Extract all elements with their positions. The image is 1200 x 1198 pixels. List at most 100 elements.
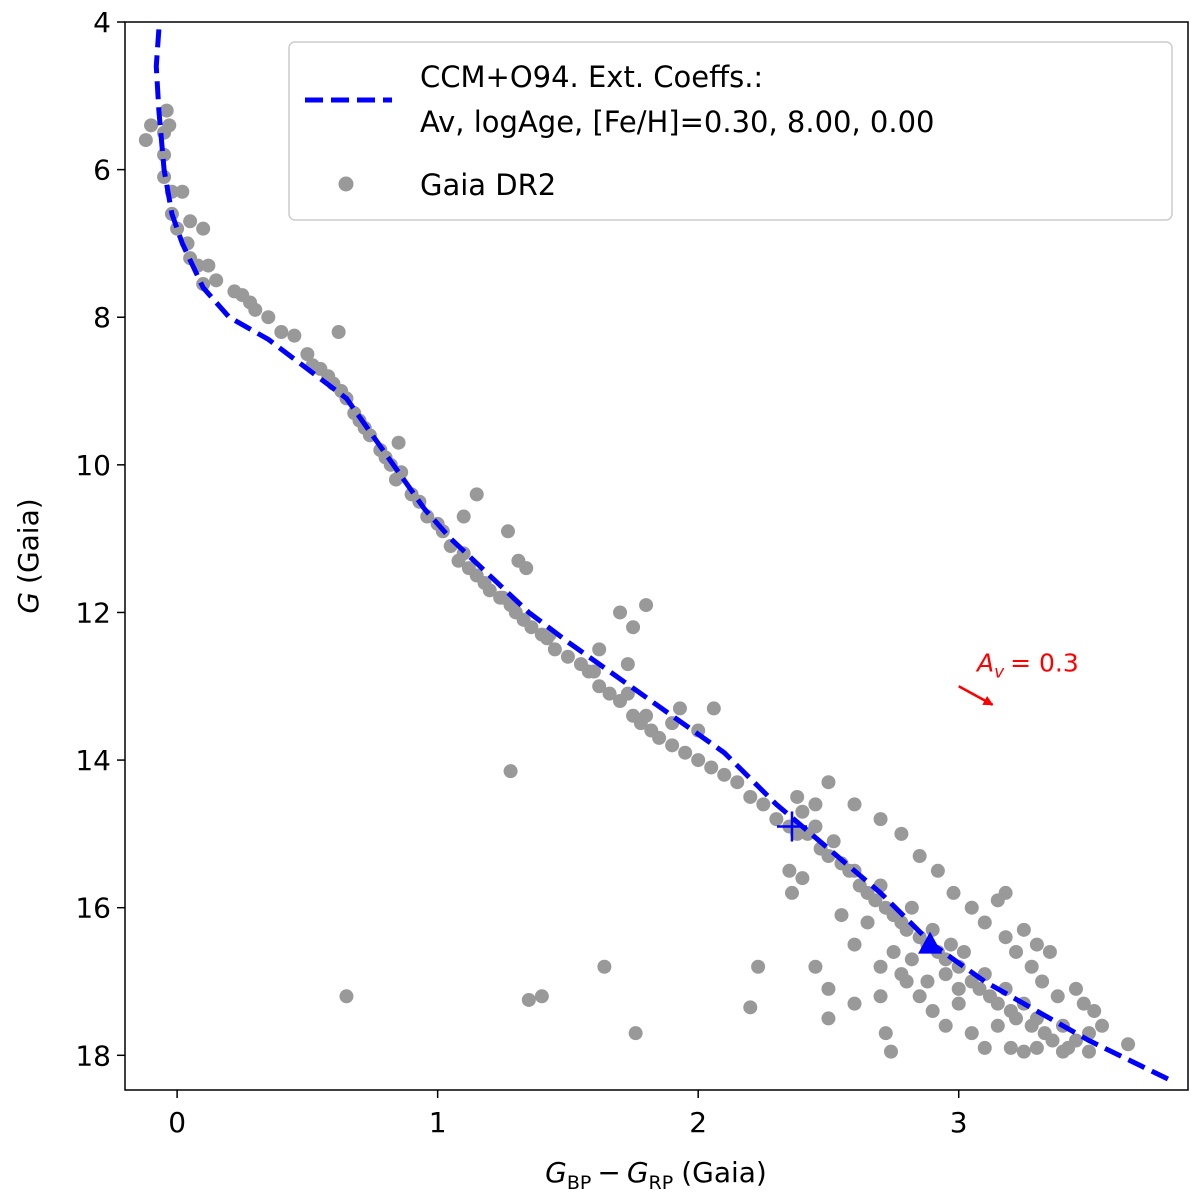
- data-point: [201, 258, 216, 273]
- data-point: [951, 996, 966, 1011]
- data-point: [678, 745, 693, 760]
- data-point: [524, 620, 539, 635]
- data-point: [503, 764, 518, 779]
- legend-label: CCM+O94. Ext. Coeffs.:: [420, 60, 763, 94]
- data-point: [998, 930, 1013, 945]
- legend-box: [288, 41, 1173, 221]
- data-point: [1009, 1011, 1024, 1026]
- data-point: [790, 789, 805, 804]
- data-point: [495, 590, 510, 605]
- x-label-part: RP: [649, 1172, 674, 1194]
- data-point: [665, 738, 680, 753]
- data-point: [620, 657, 635, 672]
- x-tick-label: 1: [429, 1106, 447, 1139]
- data-point: [894, 967, 909, 982]
- data-point: [1003, 1040, 1018, 1055]
- data-point: [469, 487, 484, 502]
- data-point: [769, 812, 784, 827]
- data-point: [162, 118, 177, 133]
- data-point: [1016, 1044, 1031, 1059]
- y-label-part: (Gaia): [12, 498, 45, 584]
- legend-label: Av, logAge, [Fe/H]=0.30, 8.00, 0.00: [420, 105, 935, 139]
- data-point: [592, 642, 607, 657]
- data-point: [261, 310, 276, 325]
- data-point: [1087, 1004, 1102, 1019]
- data-point: [1035, 974, 1050, 989]
- data-point: [834, 908, 849, 923]
- data-point: [1050, 989, 1065, 1004]
- data-layer: [138, 29, 1174, 1084]
- data-point: [209, 273, 224, 288]
- data-point: [391, 435, 406, 450]
- data-point: [790, 826, 805, 841]
- plot-frame: [124, 21, 1189, 1091]
- y-tick-label: 6: [93, 154, 111, 187]
- data-point: [672, 701, 687, 716]
- data-point: [894, 826, 909, 841]
- data-point: [886, 944, 901, 959]
- data-point: [743, 1000, 758, 1015]
- legend: CCM+O94. Ext. Coeffs.: Av, logAge, [Fe/H…: [288, 41, 1173, 221]
- data-point: [592, 679, 607, 694]
- x-tick-label: 2: [689, 1106, 707, 1139]
- data-point: [331, 324, 346, 339]
- annotation: Av = 0.3: [975, 649, 1079, 683]
- data-point: [743, 789, 758, 804]
- data-point: [925, 1004, 940, 1019]
- data-point: [639, 708, 654, 723]
- marker-triangle: [918, 931, 943, 954]
- data-point: [972, 981, 987, 996]
- data-point: [964, 900, 979, 915]
- data-point: [691, 753, 706, 768]
- data-point: [938, 1018, 953, 1033]
- y-axis-label: G (Gaia): [12, 498, 45, 613]
- data-point: [519, 561, 534, 576]
- x-label-part: BP: [567, 1172, 592, 1194]
- data-point: [925, 922, 940, 937]
- data-point: [597, 959, 612, 974]
- data-point: [1029, 1040, 1044, 1055]
- data-point: [534, 989, 549, 1004]
- annotation-part: = 0.3: [1010, 649, 1079, 678]
- data-point: [847, 996, 862, 1011]
- data-point: [782, 863, 797, 878]
- data-point: [883, 1044, 898, 1059]
- data-point: [547, 642, 562, 657]
- data-point: [500, 524, 515, 539]
- data-point: [300, 347, 315, 362]
- data-point: [482, 583, 497, 598]
- annotation-part: A: [975, 649, 994, 678]
- data-point: [943, 937, 958, 952]
- data-point: [521, 992, 536, 1007]
- y-tick-label: 4: [93, 6, 111, 39]
- data-point: [904, 900, 919, 915]
- data-point: [899, 922, 914, 937]
- data-point: [706, 701, 721, 716]
- data-point: [821, 775, 836, 790]
- data-point: [1081, 1044, 1096, 1059]
- data-point: [912, 849, 927, 864]
- data-point: [826, 834, 841, 849]
- y-label-part: G: [12, 592, 45, 614]
- data-point: [904, 952, 919, 967]
- data-point: [930, 863, 945, 878]
- data-point: [878, 1026, 893, 1041]
- x-label-part: G: [627, 1156, 649, 1189]
- data-point: [795, 804, 810, 819]
- x-label-part: −: [597, 1156, 620, 1189]
- data-point: [1009, 944, 1024, 959]
- data-point: [964, 1026, 979, 1041]
- y-tick-label: 16: [75, 892, 111, 925]
- data-point: [730, 775, 745, 790]
- data-point: [1045, 1033, 1060, 1048]
- data-point: [652, 730, 667, 745]
- data-point: [620, 686, 635, 701]
- data-point: [717, 767, 732, 782]
- data-point: [628, 1026, 643, 1041]
- data-point: [1016, 922, 1031, 937]
- data-point: [868, 893, 883, 908]
- data-point: [560, 649, 575, 664]
- y-tick-label: 14: [75, 744, 111, 777]
- data-point: [1068, 981, 1083, 996]
- data-point: [586, 664, 601, 679]
